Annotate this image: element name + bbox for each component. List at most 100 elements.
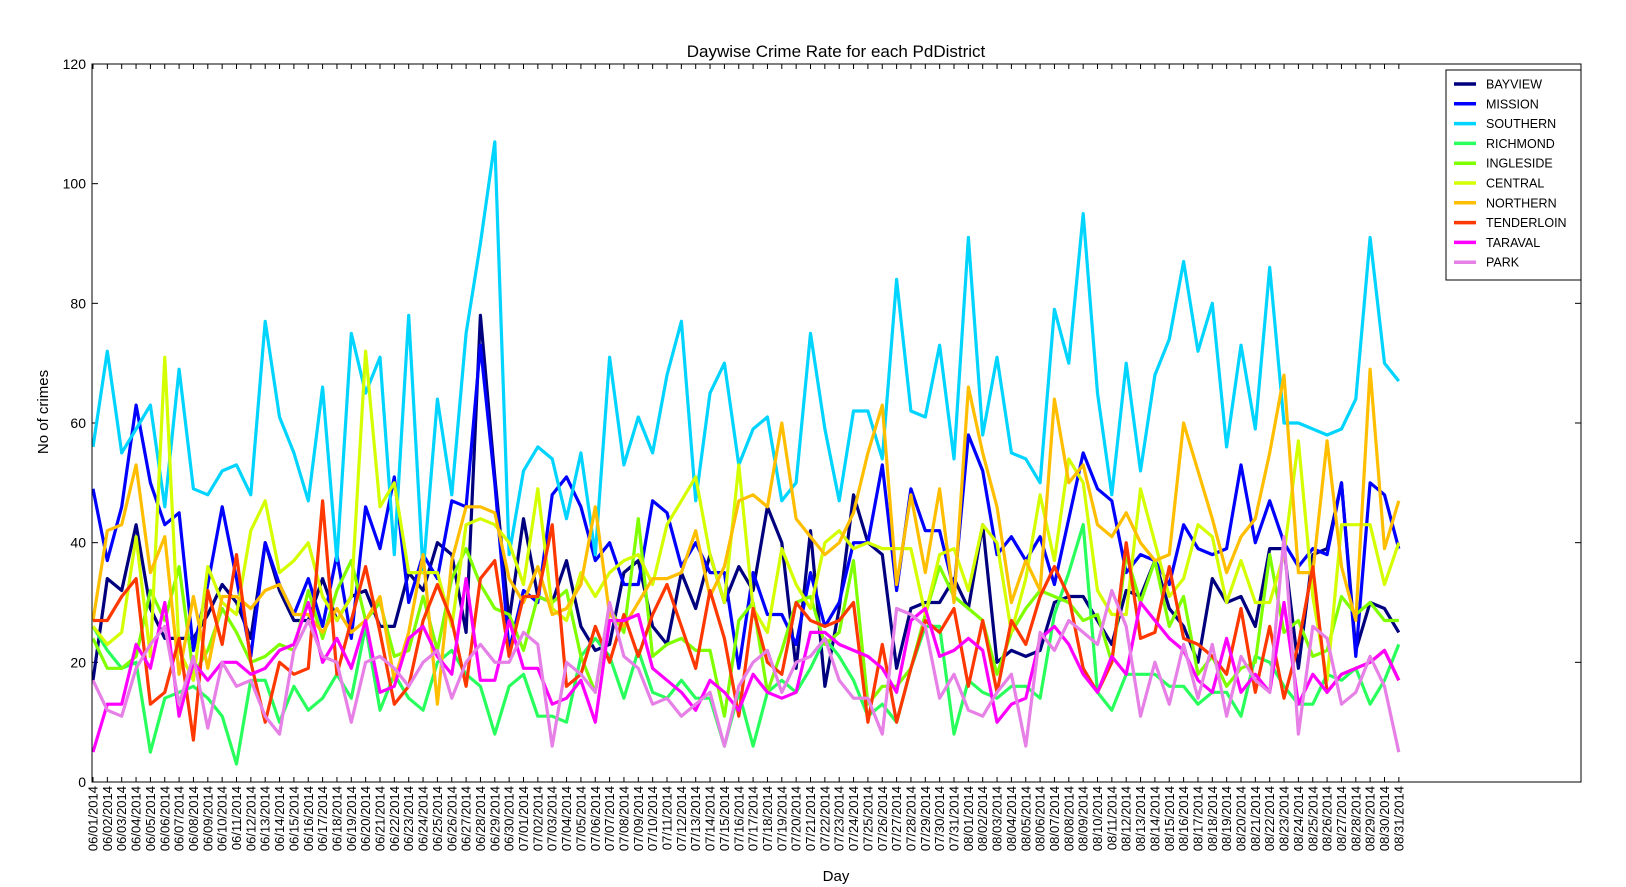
x-tick-label: 08/20/2014 [1234, 786, 1249, 851]
legend: BAYVIEW MISSION SOUTHERN RICHMOND INGLESIDE C… [1445, 69, 1582, 281]
y-tick-label: 100 [63, 176, 87, 192]
x-axis-label: Day [823, 868, 850, 885]
x-tick-label: 06/14/2014 [272, 786, 287, 851]
x-tick-label: 08/15/2014 [1162, 786, 1177, 851]
x-tick-label: 07/14/2014 [703, 786, 718, 851]
x-tick-label: 07/30/2014 [932, 786, 947, 851]
x-tick-label: 07/23/2014 [832, 786, 847, 851]
series-line-central [91, 349, 1401, 682]
x-tick-label: 08/25/2014 [1305, 786, 1320, 851]
x-tick-label: 07/04/2014 [559, 786, 574, 851]
x-tick-label: 06/03/2014 [114, 786, 129, 851]
x-tick-label: 08/03/2014 [990, 786, 1005, 851]
chart-title: Daywise Crime Rate for each PdDistrict [687, 42, 986, 61]
legend-label: TARAVAL [1486, 236, 1540, 250]
y-axis-ticks: 0 20 40 60 80 100 120 [63, 56, 1581, 790]
x-tick-label: 07/21/2014 [803, 786, 818, 851]
plot-area-frame [91, 63, 1582, 783]
y-tick-label: 40 [70, 535, 86, 551]
x-tick-label: 07/06/2014 [588, 786, 603, 851]
x-tick-label: 06/10/2014 [215, 786, 230, 851]
x-tick-label: 06/07/2014 [172, 786, 187, 851]
legend-label: MISSION [1486, 97, 1539, 111]
x-tick-label: 08/21/2014 [1248, 786, 1263, 851]
series-line-mission [91, 343, 1401, 670]
x-tick-label: 07/26/2014 [875, 786, 890, 851]
x-tick-label: 08/16/2014 [1176, 786, 1191, 851]
y-tick-label: 20 [70, 654, 86, 670]
x-tick-label: 08/28/2014 [1348, 786, 1363, 851]
x-tick-label: 07/25/2014 [860, 786, 875, 851]
legend-label: TENDERLOIN [1486, 216, 1567, 230]
x-tick-label: 08/22/2014 [1262, 786, 1277, 851]
x-tick-label: 07/27/2014 [889, 786, 904, 851]
x-tick-label: 07/10/2014 [645, 786, 660, 851]
x-tick-label: 08/27/2014 [1334, 786, 1349, 851]
series-line-ingleside [91, 517, 1399, 718]
x-tick-label: 07/31/2014 [947, 786, 962, 851]
y-tick-label: 120 [63, 56, 87, 72]
x-tick-label: 08/19/2014 [1219, 786, 1234, 851]
x-tick-label: 06/11/2014 [229, 786, 244, 850]
x-tick-label: 07/20/2014 [789, 786, 804, 851]
x-tick-label: 08/07/2014 [1047, 786, 1062, 851]
x-tick-label: 06/13/2014 [258, 786, 273, 851]
x-tick-label: 08/13/2014 [1133, 786, 1148, 851]
y-tick-label: 0 [78, 774, 86, 790]
x-tick-label: 07/15/2014 [717, 786, 732, 851]
x-tick-label: 06/28/2014 [473, 786, 488, 851]
x-tick-label: 07/08/2014 [616, 786, 631, 851]
series-lines [91, 140, 1401, 766]
x-tick-label: 08/12/2014 [1119, 786, 1134, 851]
x-tick-label: 06/30/2014 [502, 786, 517, 851]
x-tick-label: 07/28/2014 [903, 786, 918, 851]
x-tick-label: 08/08/2014 [1061, 786, 1076, 851]
x-tick-label: 06/19/2014 [344, 786, 359, 851]
y-axis-label: No of crimes [35, 370, 52, 454]
y-tick-label: 80 [70, 295, 86, 311]
x-tick-label: 07/02/2014 [530, 786, 545, 851]
x-tick-label: 08/06/2014 [1033, 786, 1048, 851]
legend-label: CENTRAL [1486, 177, 1544, 191]
series-line-tenderloin [93, 499, 1401, 742]
x-tick-label: 08/04/2014 [1004, 786, 1019, 851]
series-line-park [91, 535, 1401, 753]
x-tick-label: 06/15/2014 [286, 786, 301, 851]
legend-label: PARK [1486, 256, 1520, 270]
x-tick-label: 07/03/2014 [545, 786, 560, 851]
x-tick-label: 07/11/2014 [660, 786, 675, 850]
y-tick-label: 60 [70, 415, 86, 431]
x-tick-label: 08/23/2014 [1277, 786, 1292, 851]
x-tick-label: 07/18/2014 [760, 786, 775, 851]
x-tick-label: 07/19/2014 [774, 786, 789, 851]
x-tick-label: 06/02/2014 [100, 786, 115, 851]
x-tick-label: 06/21/2014 [373, 786, 388, 851]
x-tick-label: 08/18/2014 [1205, 786, 1220, 851]
x-tick-label: 06/18/2014 [329, 786, 344, 851]
x-tick-label: 08/10/2014 [1090, 786, 1105, 851]
x-tick-label: 06/26/2014 [444, 786, 459, 851]
x-tick-label: 06/09/2014 [200, 786, 215, 851]
x-tick-label: 06/05/2014 [143, 786, 158, 851]
x-tick-label: 07/24/2014 [846, 786, 861, 851]
x-tick-label: 08/17/2014 [1190, 786, 1205, 851]
x-axis-ticks: 06/01/2014 06/02/2014 06/03/2014 06/04/2014… [86, 64, 1406, 851]
legend-label: RICHMOND [1486, 137, 1555, 151]
x-tick-label: 06/04/2014 [129, 786, 144, 851]
x-tick-label: 08/26/2014 [1320, 786, 1335, 851]
x-tick-label: 08/30/2014 [1377, 786, 1392, 851]
x-tick-label: 06/16/2014 [301, 786, 316, 851]
x-tick-label: 06/23/2014 [401, 786, 416, 851]
x-tick-label: 08/01/2014 [961, 786, 976, 851]
legend-label: NORTHERN [1486, 196, 1557, 210]
x-tick-label: 06/29/2014 [487, 786, 502, 851]
x-tick-label: 08/14/2014 [1147, 786, 1162, 851]
x-tick-label: 08/02/2014 [975, 786, 990, 851]
x-tick-label: 07/13/2014 [688, 786, 703, 851]
x-tick-label: 06/22/2014 [387, 786, 402, 851]
legend-label: INGLESIDE [1486, 157, 1553, 171]
x-tick-label: 08/05/2014 [1018, 786, 1033, 851]
x-tick-label: 07/16/2014 [731, 786, 746, 851]
